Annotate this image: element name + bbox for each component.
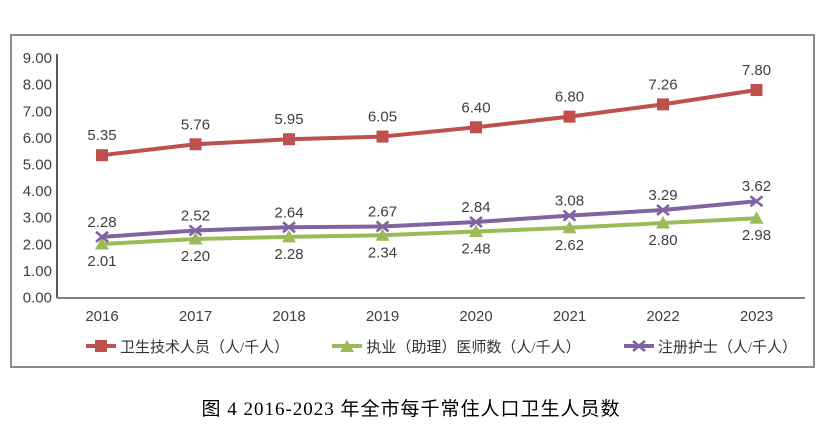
data-label: 6.05 — [368, 109, 397, 126]
x-tick-label: 2020 — [459, 308, 492, 325]
triangle-marker-icon — [188, 231, 203, 245]
data-label: 2.28 — [274, 246, 303, 263]
triangle-marker-icon — [95, 237, 109, 250]
triangle-marker-icon — [375, 228, 390, 241]
data-label: 2.52 — [181, 207, 210, 224]
series-line — [100, 216, 759, 247]
x-tick-label: 2018 — [272, 308, 305, 325]
x-marker-icon — [282, 221, 296, 234]
data-label: 3.62 — [742, 178, 771, 195]
y-tick-label: 5.00 — [23, 157, 52, 174]
data-label: 5.35 — [87, 127, 116, 144]
square-marker-icon — [376, 130, 389, 143]
x-tick-label: 2017 — [179, 308, 212, 325]
legend-item-registered-nurses: 注册护士（人/千人） — [623, 336, 797, 357]
data-label: 2.98 — [742, 227, 771, 244]
data-label: 2.67 — [368, 203, 397, 220]
y-tick-label: 7.00 — [23, 103, 52, 120]
square-marker-icon — [563, 110, 576, 123]
x-marker-icon — [375, 220, 390, 233]
y-tick-label: 8.00 — [23, 77, 52, 94]
legend-label-health-technicians: 卫生技术人员（人/千人） — [120, 339, 290, 356]
y-tick-label: 4.00 — [23, 183, 52, 200]
triangle-marker-icon — [656, 216, 670, 229]
data-label: 2.64 — [274, 204, 303, 221]
data-label: 6.80 — [555, 89, 584, 106]
y-tick-label: 6.00 — [23, 130, 52, 147]
data-label: 7.80 — [742, 62, 771, 79]
y-tick-label: 3.00 — [23, 210, 52, 227]
chart-legend: 卫生技术人员（人/千人） 执业（助理）医师数（人/千人） 注册护士（人/千人） — [86, 335, 797, 357]
square-marker-icon — [657, 98, 669, 111]
x-marker-icon — [95, 230, 109, 243]
square-marker-icon — [189, 138, 202, 151]
data-label: 7.26 — [648, 76, 677, 93]
legend-label-licensed-physicians: 执业（助理）医师数（人/千人） — [366, 339, 581, 356]
x-series-marker-icon — [623, 340, 654, 352]
x-tick-label: 2023 — [740, 308, 773, 325]
figure-caption: 图 4 2016-2023 年全市每千常住人口卫生人员数 — [201, 399, 621, 420]
square-marker-icon — [283, 133, 295, 146]
square-marker-icon — [96, 149, 108, 162]
x-marker-icon — [469, 215, 483, 228]
data-label: 2.20 — [181, 248, 210, 265]
legend-label-registered-nurses: 注册护士（人/千人） — [657, 339, 797, 356]
x-tick-label: 2016 — [85, 308, 118, 325]
data-label: 6.40 — [461, 99, 490, 116]
y-tick-label: 1.00 — [23, 263, 52, 280]
y-tick-label: 2.00 — [23, 236, 52, 253]
triangle-marker-icon — [469, 224, 483, 238]
square-series-marker-icon — [86, 340, 116, 352]
data-label: 3.08 — [555, 193, 584, 210]
x-marker-icon — [749, 195, 764, 208]
data-label: 5.76 — [181, 116, 210, 133]
y-tick-label: 9.00 — [23, 50, 52, 67]
series-line — [100, 88, 759, 158]
triangle-marker-icon — [282, 229, 296, 243]
data-label: 5.95 — [274, 111, 303, 128]
legend-item-licensed-physicians: 执业（助理）医师数（人/千人） — [332, 336, 581, 357]
triangle-marker-icon — [749, 211, 764, 224]
series-line — [100, 199, 759, 239]
x-tick-label: 2022 — [646, 308, 679, 325]
triangle-marker-icon — [562, 220, 577, 234]
x-tick-label: 2021 — [553, 308, 586, 325]
x-marker-icon — [656, 203, 670, 216]
data-label: 2.28 — [87, 214, 116, 231]
legend-item-health-technicians: 卫生技术人员（人/千人） — [86, 336, 289, 357]
line-chart: 9.00 8.00 7.00 6.00 5.00 4.00 3.00 2.00 1.00 0.00… — [23, 50, 805, 325]
x-tick-label: 2019 — [366, 308, 399, 325]
data-label: 2.48 — [461, 241, 490, 258]
x-marker-icon — [188, 224, 203, 237]
x-marker-icon — [562, 209, 577, 222]
data-label: 2.80 — [648, 232, 677, 249]
square-marker-icon — [750, 84, 763, 97]
data-label: 2.62 — [555, 237, 584, 254]
data-label: 2.01 — [87, 253, 116, 270]
chart-frame: 9.00 8.00 7.00 6.00 5.00 4.00 3.00 2.00 1.00 0.00… — [10, 34, 815, 368]
data-label: 2.34 — [368, 244, 397, 261]
y-tick-label: 0.00 — [23, 290, 52, 307]
data-label: 3.29 — [648, 187, 677, 204]
data-label: 2.84 — [461, 199, 490, 216]
triangle-series-marker-icon — [332, 340, 363, 352]
square-marker-icon — [470, 121, 482, 134]
